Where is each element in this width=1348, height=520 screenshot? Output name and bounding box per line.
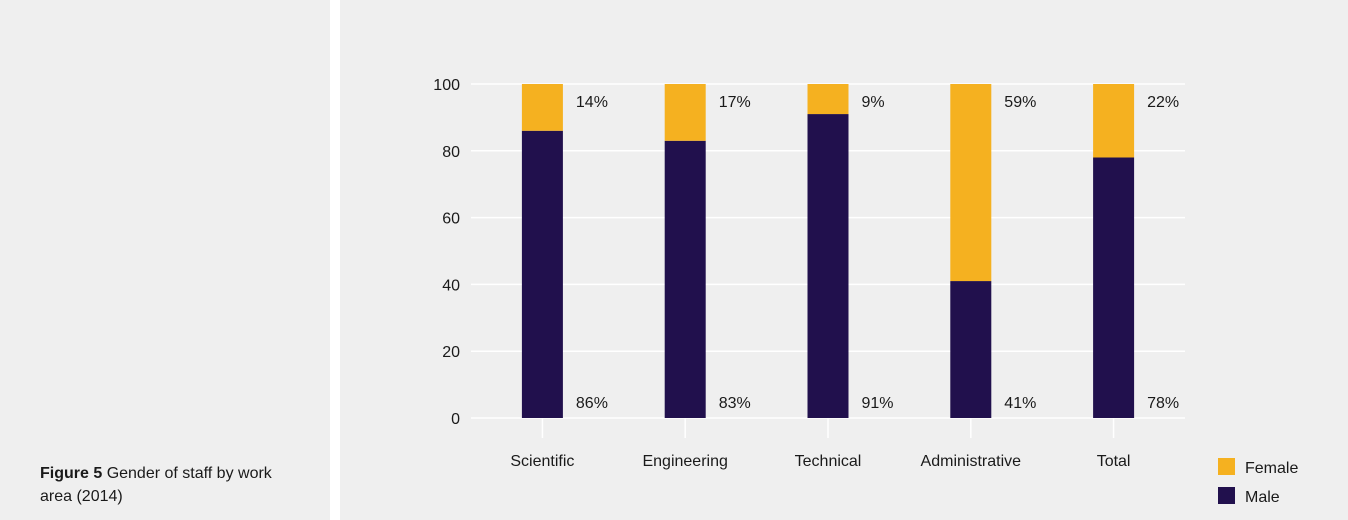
female-pct-label: 22% (1147, 94, 1179, 111)
male-pct-label: 41% (1004, 395, 1036, 412)
bar-male-administrative (950, 281, 991, 418)
male-pct-label: 91% (862, 395, 894, 412)
bar-female-total (1093, 84, 1134, 157)
bar-female-engineering (665, 84, 706, 141)
legend-swatch-female (1218, 458, 1235, 475)
male-pct-label: 78% (1147, 395, 1179, 412)
female-pct-label: 59% (1004, 94, 1036, 111)
y-tick-label: 80 (442, 144, 460, 161)
bar-male-total (1093, 157, 1134, 418)
legend-label-female: Female (1245, 460, 1298, 477)
bar-male-engineering (665, 141, 706, 418)
figure-label: Figure 5 (40, 465, 102, 482)
bar-male-scientific (522, 131, 563, 418)
legend-swatch-male (1218, 487, 1235, 504)
y-tick-label: 100 (433, 77, 460, 94)
bar-female-administrative (950, 84, 991, 281)
male-pct-label: 83% (719, 395, 751, 412)
legend-label-male: Male (1245, 489, 1280, 506)
x-tick-label: Administrative (921, 453, 1022, 470)
caption-panel: Figure 5 Gender of staff by work area (2… (0, 0, 330, 520)
female-pct-label: 14% (576, 94, 608, 111)
stacked-bar-chart: 0 20 40 60 80 100 14% 86% Scientific 17% 83% Engine… (340, 0, 1348, 520)
y-tick-label: 60 (442, 211, 460, 228)
y-tick-label: 20 (442, 344, 460, 361)
bar-male-technical (808, 114, 849, 418)
x-tick-label: Total (1097, 453, 1131, 470)
y-tick-label: 40 (442, 277, 460, 294)
chart-panel: 0 20 40 60 80 100 14% 86% Scientific 17% 83% Engine… (340, 0, 1348, 520)
x-tick-label: Technical (795, 453, 862, 470)
female-pct-label: 17% (719, 94, 751, 111)
figure-caption: Figure 5 Gender of staff by work area (2… (40, 462, 300, 508)
bar-female-technical (808, 84, 849, 114)
male-pct-label: 86% (576, 395, 608, 412)
x-tick-label: Engineering (642, 453, 727, 470)
y-tick-label: 0 (451, 411, 460, 428)
x-tick-label: Scientific (510, 453, 574, 470)
bar-female-scientific (522, 84, 563, 131)
female-pct-label: 9% (862, 94, 885, 111)
